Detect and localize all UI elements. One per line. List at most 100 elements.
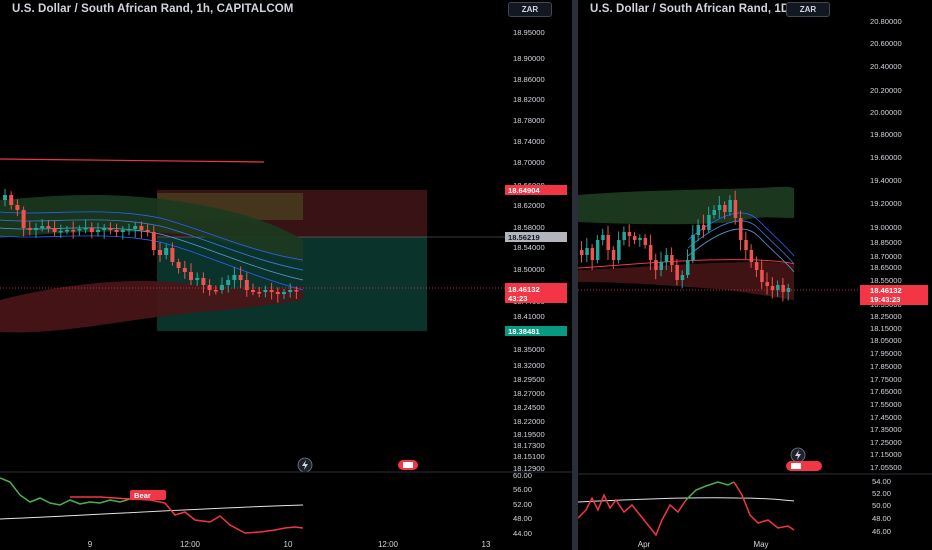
candle bbox=[220, 285, 224, 290]
candle bbox=[744, 240, 748, 250]
ma-band-line bbox=[687, 212, 795, 257]
price-tag-target: 18.38481 bbox=[508, 327, 540, 336]
candle bbox=[654, 260, 658, 270]
candle bbox=[195, 278, 200, 280]
chart-pane-1d[interactable]: 20.80000 20.60000 20.40000 20.20000 20.00000… bbox=[578, 0, 932, 550]
candle bbox=[176, 262, 181, 268]
candle bbox=[617, 240, 621, 260]
candle bbox=[606, 235, 610, 250]
indicator-line-up bbox=[685, 481, 735, 501]
cloud-band-upper bbox=[578, 186, 794, 225]
indicator-baseline bbox=[0, 504, 304, 520]
currency-button[interactable]: ZAR bbox=[508, 2, 552, 17]
candle bbox=[226, 280, 231, 285]
indicator-axis-label: 54.00 bbox=[872, 477, 891, 486]
indicator-axis-label: 48.00 bbox=[872, 514, 891, 523]
price-axis-label: 17.45000 bbox=[870, 413, 902, 422]
indicator-line-down bbox=[733, 481, 795, 531]
price-axis-label: 18.12900 bbox=[513, 464, 545, 473]
candle bbox=[638, 238, 642, 240]
candle bbox=[9, 195, 14, 205]
candle bbox=[15, 205, 20, 210]
candle bbox=[108, 228, 113, 230]
candle bbox=[52, 228, 57, 232]
price-axis-label: 17.15000 bbox=[870, 450, 902, 459]
price-tag-upper: 18.64904 bbox=[508, 186, 540, 195]
price-axis-label: 19.00000 bbox=[870, 223, 902, 232]
price-axis-label: 18.29500 bbox=[513, 375, 545, 384]
price-axis-label: 18.70000 bbox=[513, 158, 545, 167]
price-axis-label: 18.70000 bbox=[870, 252, 902, 261]
resistance-line[interactable] bbox=[0, 158, 265, 163]
cloud-band-lower bbox=[578, 262, 794, 300]
bear-label-bg bbox=[130, 490, 166, 500]
ma-band-line bbox=[687, 220, 795, 265]
symbol-title[interactable]: U.S. Dollar / South African Rand, 1D, C bbox=[590, 3, 805, 15]
candle bbox=[675, 265, 679, 280]
price-axis-label: 18.65000 bbox=[870, 263, 902, 272]
candle bbox=[275, 292, 280, 294]
candle bbox=[611, 250, 616, 260]
candle bbox=[139, 226, 144, 230]
candle bbox=[213, 290, 218, 292]
price-axis-label: 17.85000 bbox=[870, 362, 902, 371]
chart-canvas-1h[interactable]: 18.95000 18.90000 18.86000 18.82000 18.78000… bbox=[0, 0, 572, 550]
candle bbox=[65, 230, 69, 232]
price-axis-label: 17.65000 bbox=[870, 387, 902, 396]
candle bbox=[282, 292, 286, 294]
price-tag-target-bg bbox=[505, 326, 567, 336]
price-tag-current: 18.46132 bbox=[870, 286, 902, 295]
price-axis-label: 18.90000 bbox=[513, 54, 545, 63]
candle bbox=[691, 235, 695, 260]
candle bbox=[776, 285, 780, 290]
price-axis-label: 19.20000 bbox=[870, 199, 902, 208]
price-axis-label: 20.40000 bbox=[870, 62, 902, 71]
candle bbox=[127, 229, 131, 231]
candle bbox=[182, 268, 187, 272]
lightning-icon[interactable] bbox=[302, 460, 308, 470]
candle bbox=[627, 232, 632, 236]
price-axis-label: 18.35000 bbox=[513, 345, 545, 354]
price-axis-label: 18.41000 bbox=[513, 312, 545, 321]
price-axis-label: 17.05500 bbox=[870, 463, 902, 472]
price-tag-entry-bg bbox=[505, 232, 567, 242]
time-axis-label: Apr bbox=[638, 540, 651, 549]
price-axis-label: 18.17300 bbox=[513, 441, 545, 450]
candle bbox=[133, 226, 138, 229]
price-axis-label: 17.75000 bbox=[870, 375, 902, 384]
price-axis-label: 18.15000 bbox=[870, 324, 902, 333]
chart-pane-1h[interactable]: 18.95000 18.90000 18.86000 18.82000 18.78000… bbox=[0, 0, 572, 550]
flag-icon[interactable] bbox=[403, 462, 413, 468]
price-axis-label: 19.40000 bbox=[870, 176, 902, 185]
candle bbox=[659, 262, 663, 270]
candle bbox=[102, 228, 107, 230]
candle bbox=[46, 226, 51, 228]
candle bbox=[601, 235, 605, 240]
price-axis-label: 18.58000 bbox=[513, 223, 545, 232]
candle bbox=[170, 248, 175, 262]
candle bbox=[770, 286, 775, 290]
price-axis-label: 18.19500 bbox=[513, 430, 545, 439]
candle bbox=[120, 230, 125, 232]
candle bbox=[3, 195, 7, 200]
ma-band-line bbox=[0, 235, 304, 291]
price-tag-current-bg bbox=[860, 285, 928, 305]
flag-icon[interactable] bbox=[791, 463, 801, 469]
candle bbox=[622, 232, 626, 240]
price-axis-label: 18.50000 bbox=[513, 265, 545, 274]
price-axis-label: 18.78000 bbox=[513, 116, 545, 125]
price-axis-label: 18.27000 bbox=[513, 389, 545, 398]
currency-button[interactable]: ZAR bbox=[786, 2, 830, 17]
chart-canvas-1d[interactable]: 20.80000 20.60000 20.40000 20.20000 20.00000… bbox=[578, 0, 932, 550]
lightning-icon[interactable] bbox=[795, 450, 801, 460]
price-axis-label: 19.60000 bbox=[870, 153, 902, 162]
candle bbox=[145, 230, 150, 232]
pane-divider[interactable] bbox=[572, 0, 578, 550]
candle bbox=[40, 226, 45, 228]
candle bbox=[232, 275, 237, 280]
price-axis-label: 18.55000 bbox=[870, 276, 902, 285]
candle bbox=[27, 228, 32, 230]
candle bbox=[739, 218, 743, 240]
symbol-title[interactable]: U.S. Dollar / South African Rand, 1h, CA… bbox=[12, 3, 294, 15]
price-tag-upper-bg bbox=[505, 185, 567, 195]
